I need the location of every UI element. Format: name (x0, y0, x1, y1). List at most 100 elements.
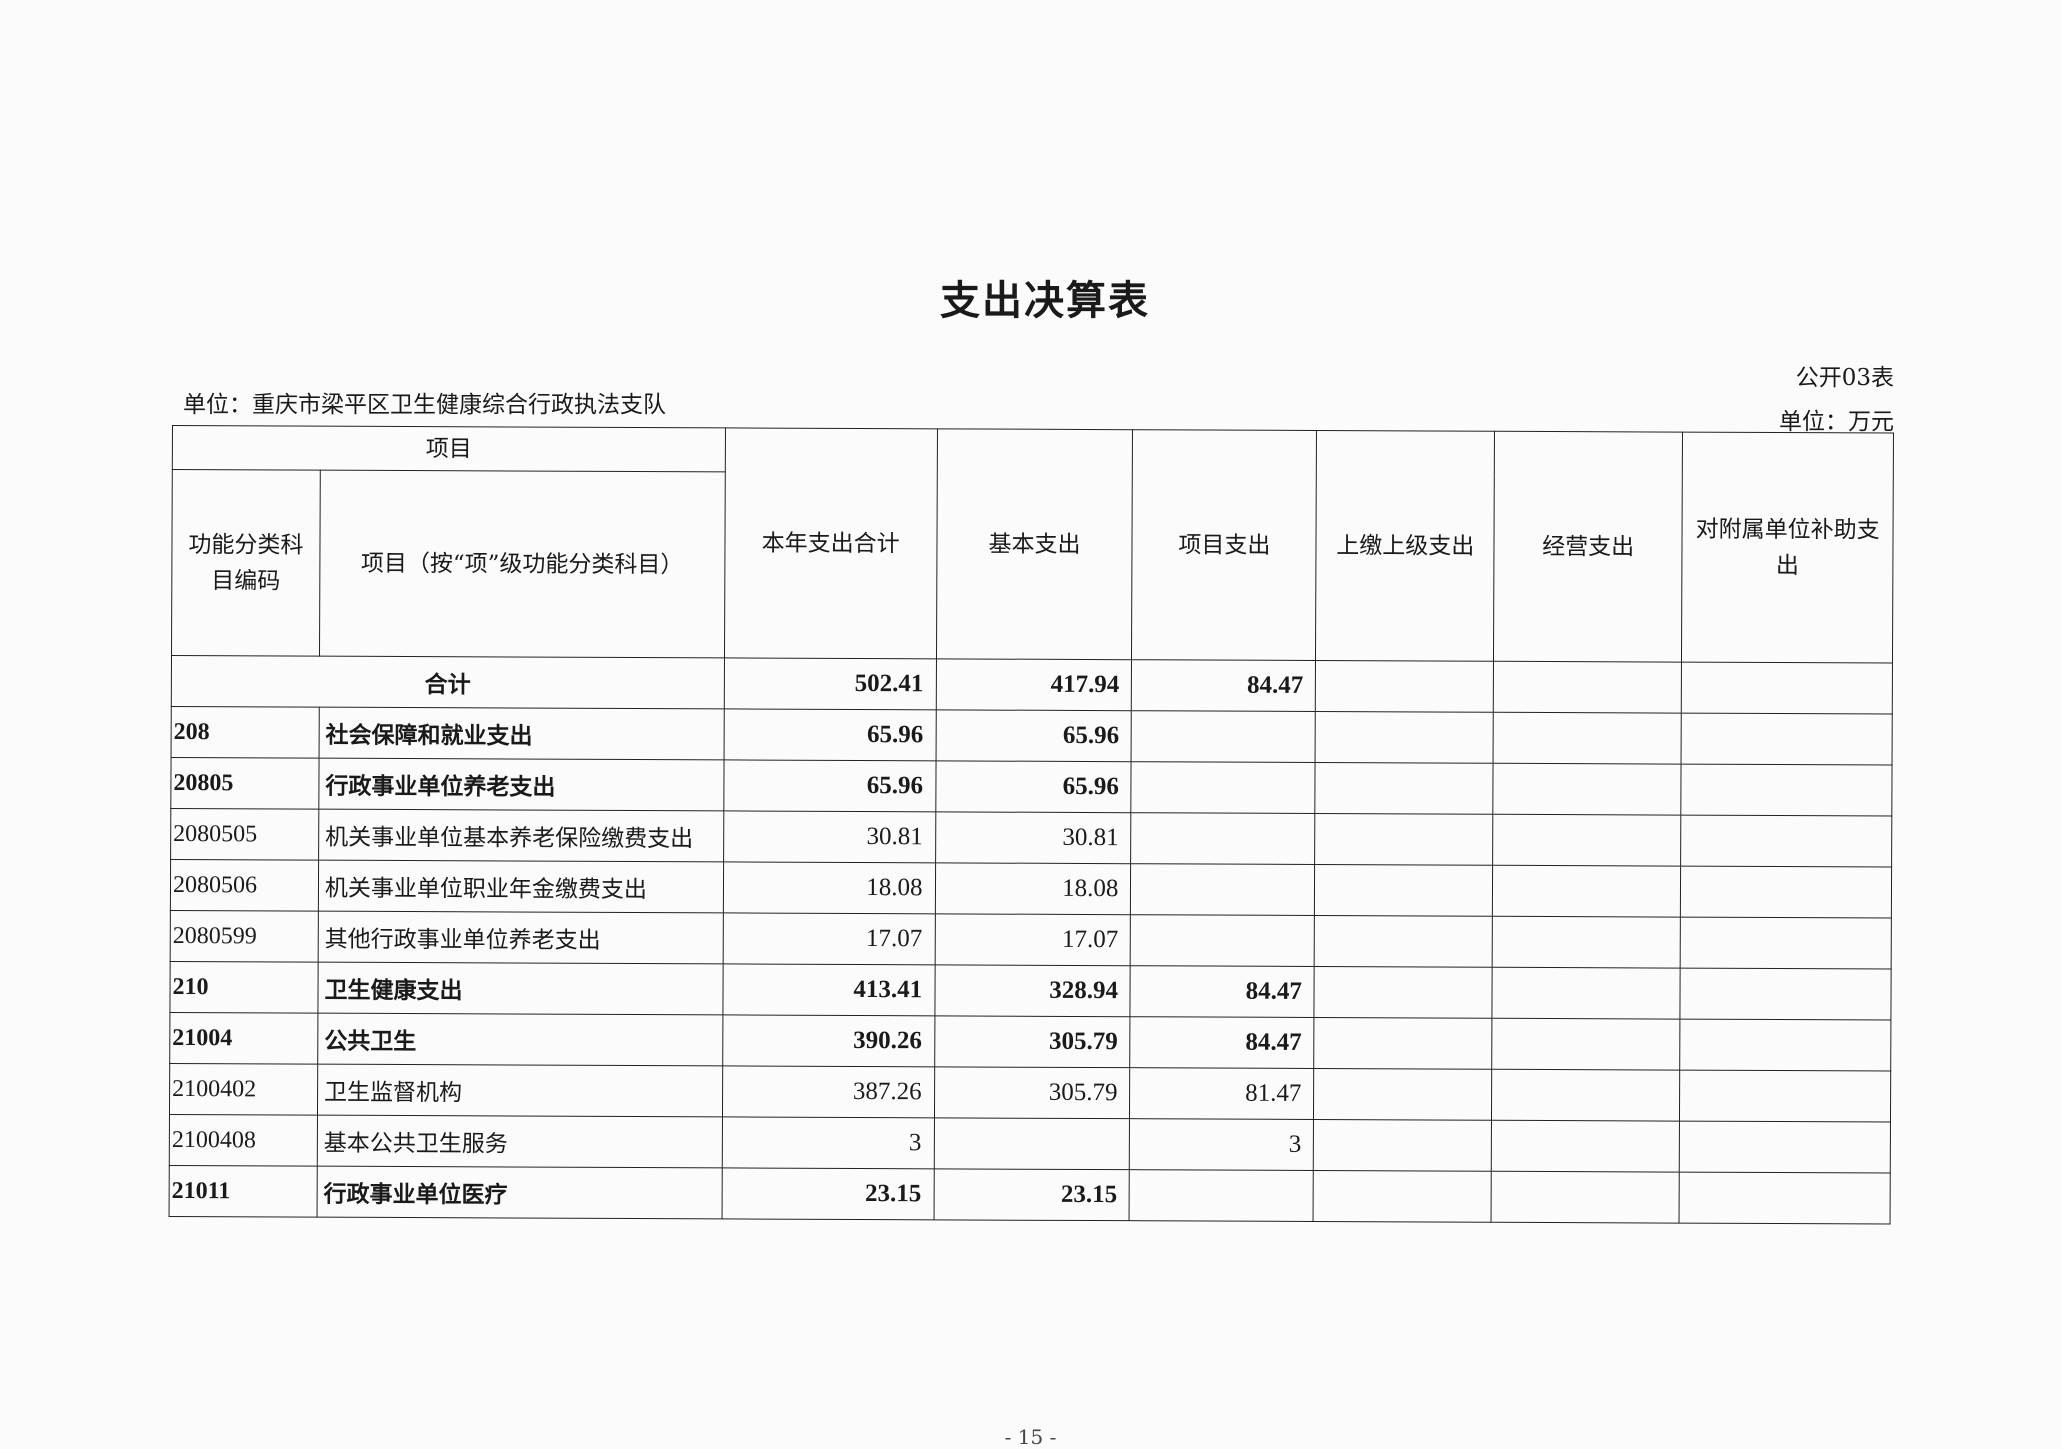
table-row: 21011 行政事业单位医疗 23.15 23.15 (169, 1165, 1891, 1225)
cell-upper (1315, 711, 1494, 764)
cell-subsidy (1680, 917, 1892, 970)
cell-total: 413.41 (722, 963, 935, 1016)
total-subsidy (1681, 662, 1893, 715)
cell-project (1130, 914, 1315, 967)
cell-project (1131, 710, 1316, 763)
cell-code: 20805 (170, 757, 319, 810)
table-row: 210 卫生健康支出 413.41 328.94 84.47 (169, 961, 1892, 1021)
header-code: 功能分类科目编码 (171, 469, 321, 657)
cell-upper (1313, 1068, 1492, 1121)
total-row: 合计 502.41 417.94 84.47 (171, 655, 1893, 715)
cell-code: 2080599 (170, 910, 319, 963)
cell-project: 84.47 (1130, 1016, 1315, 1069)
header-basic: 基本支出 (936, 428, 1133, 660)
cell-project (1131, 761, 1316, 814)
cell-project: 3 (1129, 1118, 1314, 1171)
cell-code: 210 (169, 961, 319, 1014)
cell-project (1130, 863, 1315, 916)
cell-subsidy (1679, 1121, 1891, 1174)
cell-code: 21011 (169, 1165, 318, 1218)
cell-subsidy (1680, 815, 1892, 868)
cell-subsidy (1679, 1172, 1891, 1225)
cell-business (1492, 865, 1681, 918)
unit-label: 单位：万元 (1779, 409, 1894, 435)
cell-business (1491, 1069, 1680, 1122)
cell-total: 390.26 (722, 1014, 935, 1067)
cell-basic: 305.79 (934, 1015, 1131, 1068)
cell-name: 卫生监督机构 (317, 1064, 723, 1117)
expenditure-table: 项目 本年支出合计 基本支出 项目支出 上缴上级支出 经营支出 对附属单位补助支… (169, 425, 1894, 1225)
header-business: 经营支出 (1493, 431, 1683, 663)
cell-business (1493, 763, 1682, 816)
cell-upper (1313, 1170, 1492, 1223)
cell-upper (1313, 1119, 1492, 1172)
cell-name: 基本公共卫生服务 (317, 1115, 723, 1168)
cell-code: 2080506 (170, 859, 319, 912)
header-upper: 上缴上级支出 (1315, 430, 1495, 662)
cell-business (1491, 1018, 1681, 1071)
header-subsidy: 对附属单位补助支出 (1681, 432, 1894, 664)
total-label: 合计 (171, 655, 725, 709)
total-business (1493, 661, 1682, 714)
cell-upper (1314, 864, 1493, 917)
table-row: 2080599 其他行政事业单位养老支出 17.07 17.07 (170, 910, 1892, 970)
page-number: - 15 - (1004, 1425, 1057, 1449)
cell-code: 2080505 (170, 808, 319, 861)
cell-name: 行政事业单位医疗 (316, 1166, 722, 1219)
header-name: 项目（按“项”级功能分类科目） (319, 470, 725, 658)
cell-name: 卫生健康支出 (317, 962, 723, 1015)
total-total: 502.41 (723, 657, 937, 710)
cell-project (1131, 812, 1316, 865)
cell-business (1491, 1120, 1680, 1173)
cell-code: 2100408 (169, 1114, 318, 1167)
cell-total: 17.07 (722, 912, 935, 965)
cell-code: 21004 (169, 1012, 318, 1065)
cell-project (1129, 1169, 1314, 1222)
cell-basic: 305.79 (934, 1066, 1131, 1119)
cell-total: 387.26 (722, 1065, 935, 1118)
cell-total: 3 (721, 1116, 935, 1169)
cell-basic: 23.15 (933, 1168, 1130, 1221)
cell-basic: 18.08 (934, 862, 1132, 915)
cell-code: 2100402 (169, 1063, 318, 1116)
cell-basic: 328.94 (934, 964, 1131, 1017)
table-row: 21004 公共卫生 390.26 305.79 84.47 (169, 1012, 1891, 1072)
header-project: 项目支出 (1131, 429, 1317, 661)
organization-label: 单位：重庆市梁平区卫生健康综合行政执法支队 (183, 392, 666, 418)
cell-subsidy (1680, 968, 1892, 1021)
header-item-group: 项目 (172, 425, 726, 472)
cell-name: 其他行政事业单位养老支出 (318, 911, 724, 964)
cell-upper (1314, 915, 1493, 968)
cell-upper (1315, 762, 1494, 815)
cell-upper (1314, 813, 1494, 866)
cell-business (1491, 1171, 1680, 1224)
cell-total: 18.08 (723, 861, 936, 914)
cell-business (1492, 916, 1681, 969)
cell-basic: 17.07 (934, 913, 1131, 966)
cell-name: 机关事业单位基本养老保险缴费支出 (318, 809, 724, 862)
cell-subsidy (1679, 1019, 1891, 1072)
cell-subsidy (1679, 1070, 1891, 1123)
total-basic: 417.94 (935, 658, 1132, 711)
total-upper (1315, 660, 1494, 713)
table-row: 2100408 基本公共卫生服务 3 3 (169, 1114, 1891, 1174)
table-row: 2100402 卫生监督机构 387.26 305.79 81.47 (169, 1063, 1891, 1123)
table-row: 2080505 机关事业单位基本养老保险缴费支出 30.81 30.81 (170, 808, 1892, 868)
cell-subsidy (1680, 866, 1892, 919)
total-project: 84.47 (1131, 659, 1316, 712)
cell-basic (933, 1117, 1130, 1170)
cell-subsidy (1681, 713, 1893, 766)
cell-business (1492, 967, 1681, 1020)
table-row: 20805 行政事业单位养老支出 65.96 65.96 (170, 757, 1893, 817)
cell-code: 208 (171, 706, 320, 759)
cell-basic: 65.96 (935, 709, 1132, 762)
cell-business (1493, 712, 1682, 765)
cell-basic: 30.81 (935, 811, 1132, 864)
form-number: 公开03表 (1795, 365, 1894, 391)
header-total: 本年支出合计 (724, 427, 938, 659)
cell-total: 65.96 (723, 759, 936, 812)
cell-name: 公共卫生 (317, 1013, 723, 1066)
table-row: 2080506 机关事业单位职业年金缴费支出 18.08 18.08 (170, 859, 1892, 919)
cell-upper (1314, 1017, 1493, 1070)
cell-total: 30.81 (723, 810, 936, 863)
